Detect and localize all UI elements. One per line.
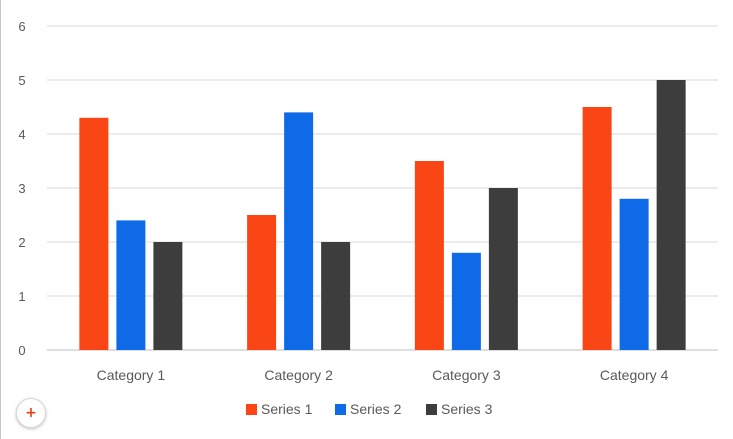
- bar-series-2-category-4[interactable]: [619, 198, 649, 350]
- bar-series-3-category-1[interactable]: [153, 242, 183, 350]
- legend-swatch: [335, 404, 346, 415]
- x-tick-label: Category 1: [97, 367, 166, 383]
- legend-label: Series 1: [261, 401, 313, 417]
- bar-series-3-category-3[interactable]: [488, 188, 518, 350]
- bar-series-2-category-3[interactable]: [451, 252, 481, 350]
- x-tick-label: Category 4: [600, 367, 669, 383]
- x-tick-label: Category 2: [264, 367, 333, 383]
- legend-swatch: [246, 404, 257, 415]
- y-tick-label: 5: [18, 73, 25, 88]
- legend-swatch: [426, 404, 437, 415]
- y-tick-label: 1: [18, 289, 25, 304]
- bar-series-3-category-2[interactable]: [321, 242, 351, 350]
- bar-series-3-category-4[interactable]: [656, 80, 686, 350]
- y-tick-label: 6: [18, 19, 25, 34]
- legend-label: Series 3: [441, 401, 493, 417]
- bar-series-2-category-2[interactable]: [284, 112, 314, 351]
- y-tick-label: 4: [18, 127, 25, 142]
- bar-series-2-category-1[interactable]: [116, 220, 146, 350]
- bar-series-1-category-1[interactable]: [79, 117, 109, 350]
- plus-icon: +: [25, 405, 37, 421]
- add-chart-element-button[interactable]: +: [16, 398, 46, 428]
- legend-label: Series 2: [350, 401, 402, 417]
- y-tick-label: 0: [18, 343, 25, 358]
- bar-series-1-category-3[interactable]: [414, 161, 444, 350]
- x-tick-label: Category 3: [432, 367, 501, 383]
- window-edge: [0, 0, 1, 439]
- bar-series-1-category-4[interactable]: [582, 107, 612, 350]
- y-tick-label: 2: [18, 235, 25, 250]
- bar-series-1-category-2[interactable]: [247, 215, 277, 350]
- y-tick-label: 3: [18, 181, 25, 196]
